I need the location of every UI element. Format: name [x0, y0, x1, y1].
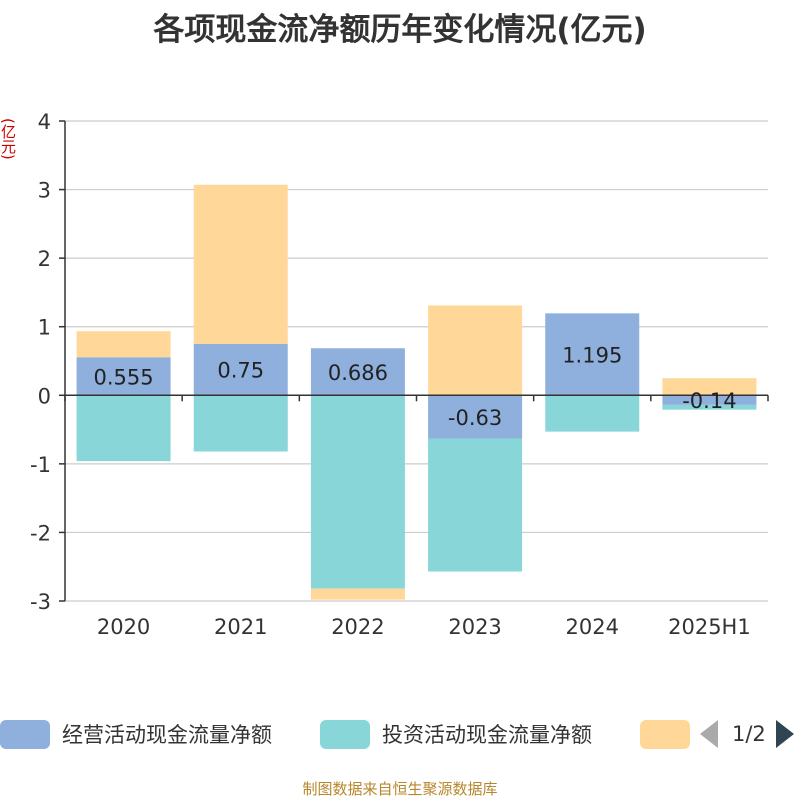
y-tick-label: -1 [30, 453, 51, 477]
y-tick-label: 4 [38, 110, 51, 134]
legend-label-operating: 经营活动现金流量净额 [62, 723, 272, 747]
data-label-operating-2022: 0.686 [328, 361, 388, 385]
y-tick-label: 1 [38, 316, 51, 340]
legend: 经营活动现金流量净额 投资活动现金流量净额 [0, 716, 800, 752]
x-tick-label: 2024 [566, 615, 619, 639]
legend-item-financing[interactable] [640, 716, 702, 752]
bar-financing-2022[interactable] [310, 588, 405, 600]
x-tick-label: 2023 [448, 615, 501, 639]
legend-page-indicator: 1/2 [732, 722, 766, 746]
y-tick-label: 0 [38, 384, 51, 408]
legend-item-operating[interactable]: 经营活动现金流量净额 [0, 716, 272, 752]
x-tick-label: 2021 [214, 615, 267, 639]
bar-investing-2022[interactable] [310, 395, 405, 589]
data-label-operating-2023: -0.63 [448, 406, 502, 430]
x-tick-label: 2020 [97, 615, 150, 639]
bar-financing-2025H1[interactable] [662, 378, 757, 396]
bar-financing-2020[interactable] [76, 331, 171, 358]
bar-financing-2023[interactable] [428, 305, 523, 396]
legend-swatch-operating [0, 719, 50, 749]
y-tick-label: 3 [38, 179, 51, 203]
y-tick-label: -2 [30, 521, 51, 545]
bar-investing-2025H1[interactable] [662, 404, 757, 410]
y-tick-label: -3 [30, 590, 51, 614]
bar-investing-2023[interactable] [428, 438, 523, 572]
legend-swatch-financing [640, 719, 690, 749]
data-source-note: 制图数据来自恒生聚源数据库 [302, 780, 498, 798]
chart-title: 各项现金流净额历年变化情况(亿元) [153, 12, 647, 48]
data-label-operating-2020: 0.555 [94, 365, 154, 389]
bar-operating-2023[interactable] [428, 395, 523, 439]
bar-operating-2025H1[interactable] [662, 395, 757, 405]
legend-next-arrow-icon[interactable] [775, 720, 794, 748]
data-label-operating-2021: 0.75 [217, 359, 264, 383]
x-tick-label: 2022 [331, 615, 384, 639]
data-label-operating-2025H1: -0.14 [682, 389, 736, 413]
bar-investing-2021[interactable] [193, 395, 288, 452]
bar-operating-2020[interactable] [76, 357, 171, 396]
legend-label-investing: 投资活动现金流量净额 [382, 723, 592, 747]
legend-prev-arrow-icon[interactable] [700, 720, 718, 748]
bar-investing-2024[interactable] [545, 395, 640, 432]
x-tick-label: 2025H1 [668, 615, 751, 639]
bar-operating-2022[interactable] [310, 348, 405, 396]
bar-investing-2020[interactable] [76, 395, 171, 462]
bar-operating-2021[interactable] [193, 343, 288, 396]
y-axis-unit-label: (亿元) [0, 118, 17, 160]
bar-operating-2024[interactable] [545, 313, 640, 396]
data-label-operating-2024: 1.195 [562, 343, 622, 367]
legend-swatch-investing [320, 719, 370, 749]
bar-financing-2021[interactable] [193, 184, 288, 344]
legend-pager: 1/2 [700, 716, 800, 752]
legend-item-investing[interactable]: 投资活动现金流量净额 [320, 716, 592, 752]
y-tick-label: 2 [38, 247, 51, 271]
